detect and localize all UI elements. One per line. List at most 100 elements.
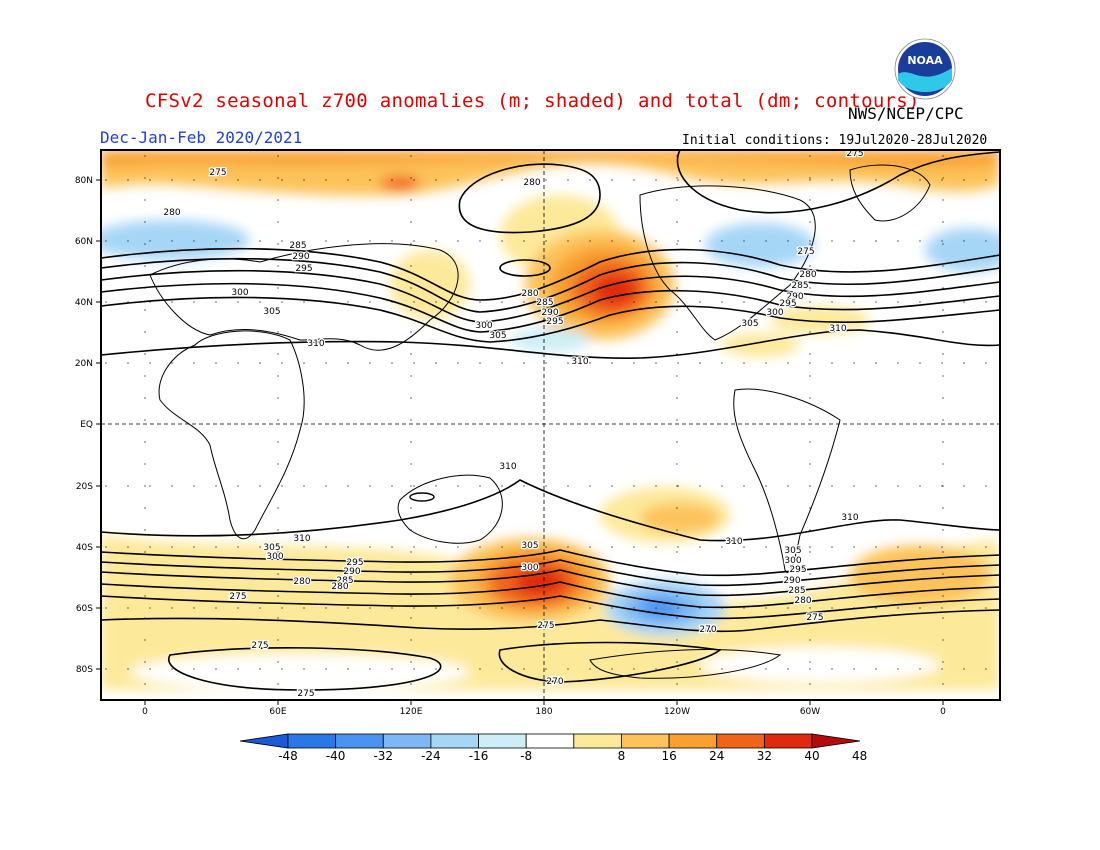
grid-dot xyxy=(523,240,525,242)
grid-dot xyxy=(942,199,944,201)
grid-dot xyxy=(831,485,833,487)
logo-text: NOAA xyxy=(907,54,943,67)
grid-dot xyxy=(676,353,678,355)
grid-dot xyxy=(809,362,811,364)
grid-dot xyxy=(743,546,745,548)
grid-dot xyxy=(942,375,944,377)
contour-label: 305 xyxy=(263,543,280,553)
contour-line xyxy=(498,641,723,683)
grid-dot xyxy=(853,240,855,242)
grid-dot xyxy=(277,617,279,619)
grid-dot xyxy=(277,683,279,685)
grid-dot xyxy=(809,507,811,509)
colorbar-tick-label: 16 xyxy=(661,749,676,763)
grid-dot xyxy=(277,331,279,333)
contour-line xyxy=(101,581,1000,609)
grid-dot xyxy=(193,179,195,181)
grid-dot xyxy=(410,353,412,355)
grid-dot xyxy=(831,362,833,364)
grid-dot xyxy=(144,683,146,685)
grid-dot xyxy=(699,668,701,670)
contour-label: 300 xyxy=(521,563,538,573)
grid-dot xyxy=(479,607,481,609)
grid-dot xyxy=(853,668,855,670)
grid-dot xyxy=(479,301,481,303)
lat-lon-grid xyxy=(101,150,1000,700)
grid-dot xyxy=(501,179,503,181)
grid-dot xyxy=(721,668,723,670)
contour-label: 300 xyxy=(266,552,283,562)
grid-dot xyxy=(523,179,525,181)
grid-dot xyxy=(127,607,129,609)
grid-dot xyxy=(410,177,412,179)
grid-dot xyxy=(633,362,635,364)
grid-dot xyxy=(809,243,811,245)
grid-dot xyxy=(457,301,459,303)
grid-dot xyxy=(144,155,146,157)
grid-dot xyxy=(347,607,349,609)
grid-dot xyxy=(325,179,327,181)
grid-dot xyxy=(369,485,371,487)
contour-line xyxy=(101,569,1000,597)
grid-dot xyxy=(655,668,657,670)
grid-dot xyxy=(281,362,283,364)
grid-dot xyxy=(633,301,635,303)
grid-dot xyxy=(277,375,279,377)
grid-dot xyxy=(942,243,944,245)
grid-dot xyxy=(985,607,987,609)
contour-line xyxy=(101,296,1000,343)
grid-dot xyxy=(853,362,855,364)
grid-dot xyxy=(523,485,525,487)
contour-line xyxy=(101,247,1000,301)
grid-dot xyxy=(501,485,503,487)
grid-dot xyxy=(277,441,279,443)
colorbar-swatch xyxy=(335,733,384,749)
grid-dot xyxy=(655,179,657,181)
grid-dot xyxy=(809,661,811,663)
grid-dot xyxy=(303,362,305,364)
grid-dot xyxy=(281,240,283,242)
grid-dot xyxy=(303,485,305,487)
grid-dot xyxy=(277,595,279,597)
grid-dot xyxy=(144,639,146,641)
grid-dot xyxy=(809,177,811,179)
grid-dot xyxy=(545,240,547,242)
grid-dot xyxy=(277,529,279,531)
grid-dot xyxy=(567,546,569,548)
grid-dot xyxy=(149,546,151,548)
grid-dot xyxy=(676,287,678,289)
grid-dot xyxy=(501,546,503,548)
contour-line xyxy=(101,257,1000,313)
colorbar-tick-label: -48 xyxy=(278,749,298,763)
grid-dot xyxy=(985,240,987,242)
grid-dot xyxy=(171,301,173,303)
lon-label: 180 xyxy=(535,707,552,717)
grid-dot xyxy=(523,607,525,609)
grid-dot xyxy=(281,668,283,670)
contour-line xyxy=(676,150,1000,214)
grid-dot xyxy=(567,362,569,364)
grid-dot xyxy=(942,463,944,465)
grid-dot xyxy=(809,639,811,641)
grid-dot xyxy=(144,199,146,201)
grid-dot xyxy=(277,155,279,157)
grid-dot xyxy=(897,607,899,609)
grid-dot xyxy=(369,607,371,609)
grid-dot xyxy=(413,301,415,303)
grid-dot xyxy=(479,546,481,548)
grid-dot xyxy=(144,265,146,267)
contour-label: 285 xyxy=(791,281,808,291)
grid-dot xyxy=(963,240,965,242)
grid-dot xyxy=(105,668,107,670)
grid-dot xyxy=(589,485,591,487)
grid-dot xyxy=(144,661,146,663)
grid-dot xyxy=(149,668,151,670)
grid-dot xyxy=(277,287,279,289)
grid-dot xyxy=(567,668,569,670)
grid-dot xyxy=(277,265,279,267)
grid-dot xyxy=(942,661,944,663)
contour-label: 305 xyxy=(784,546,801,556)
grid-dot xyxy=(325,240,327,242)
grid-dot xyxy=(809,441,811,443)
grid-dot xyxy=(963,485,965,487)
